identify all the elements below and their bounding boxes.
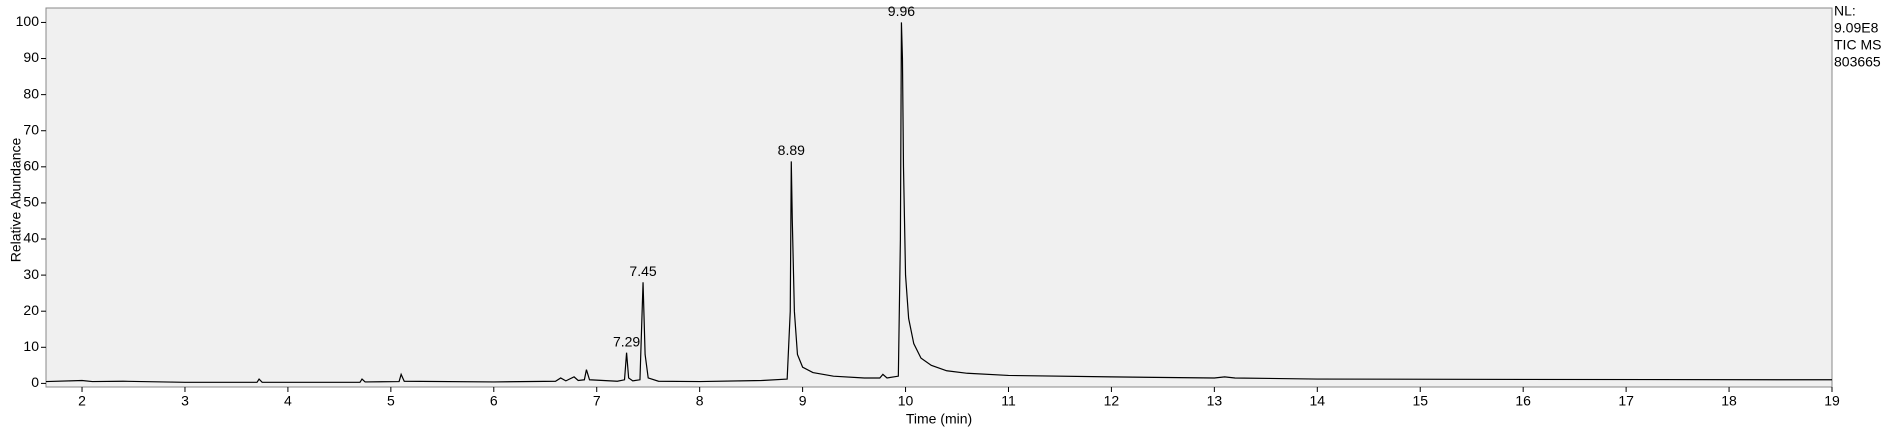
y-tick-label: 0 xyxy=(31,374,39,390)
side-note: TIC MS xyxy=(1834,37,1881,53)
y-tick-label: 70 xyxy=(23,121,39,137)
x-tick-label: 14 xyxy=(1310,393,1326,409)
side-note: 803665 xyxy=(1834,54,1881,70)
y-tick-label: 30 xyxy=(23,266,39,282)
x-tick-label: 7 xyxy=(593,393,601,409)
peak-label: 8.89 xyxy=(778,142,805,158)
x-tick-label: 6 xyxy=(490,393,498,409)
x-tick-label: 12 xyxy=(1104,393,1120,409)
y-tick-label: 10 xyxy=(23,338,39,354)
x-tick-label: 13 xyxy=(1207,393,1223,409)
x-tick-label: 19 xyxy=(1824,393,1840,409)
trace xyxy=(45,22,1833,383)
x-tick-label: 2 xyxy=(78,393,86,409)
peak-label: 7.45 xyxy=(629,263,656,279)
x-tick-label: 17 xyxy=(1618,393,1634,409)
peak-label: 7.29 xyxy=(613,333,640,349)
y-tick-label: 50 xyxy=(23,194,39,210)
y-tick-label: 20 xyxy=(23,302,39,318)
x-tick-label: 9 xyxy=(799,393,807,409)
peak-label: 9.96 xyxy=(888,3,915,19)
y-tick-label: 90 xyxy=(23,49,39,65)
side-note: 9.09E8 xyxy=(1834,20,1879,36)
plot-area xyxy=(45,7,1833,388)
x-tick-label: 4 xyxy=(284,393,292,409)
x-tick-label: 5 xyxy=(387,393,395,409)
x-tick-label: 15 xyxy=(1412,393,1428,409)
x-tick-label: 11 xyxy=(1001,393,1016,409)
y-axis-label: Relative Abundance xyxy=(8,138,24,263)
x-tick-label: 16 xyxy=(1515,393,1531,409)
x-tick-label: 3 xyxy=(181,393,189,409)
x-tick-label: 8 xyxy=(696,393,704,409)
x-tick-label: 18 xyxy=(1721,393,1737,409)
x-tick-label: 10 xyxy=(898,393,914,409)
y-tick-label: 60 xyxy=(23,158,39,174)
y-tick-label: 80 xyxy=(23,85,39,101)
y-tick-label: 100 xyxy=(16,13,40,29)
x-axis-label: Time (min) xyxy=(906,411,972,427)
side-note: NL: xyxy=(1834,3,1856,19)
y-tick-label: 40 xyxy=(23,230,39,246)
